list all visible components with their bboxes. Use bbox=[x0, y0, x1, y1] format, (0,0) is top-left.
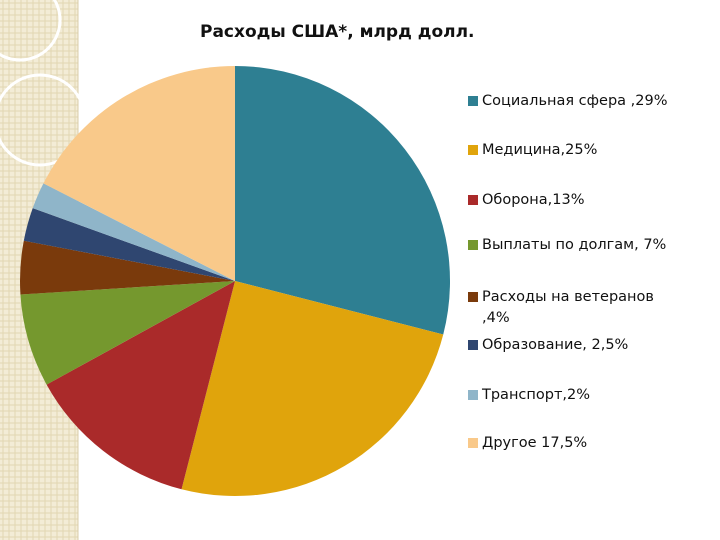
legend-label: Выплаты по долгам, 7% bbox=[482, 237, 667, 253]
legend-swatch bbox=[468, 438, 478, 448]
legend-label: Другое 17,5% bbox=[482, 435, 588, 451]
pie-slice bbox=[46, 281, 236, 490]
chart-title: Расходы США*, млрд долл. bbox=[200, 22, 475, 42]
legend-item: Медицина,25% bbox=[468, 140, 683, 161]
legend-swatch bbox=[468, 340, 478, 350]
legend-item: Образование, 2,5% bbox=[468, 335, 683, 356]
pie-slice bbox=[181, 281, 444, 496]
legend-item: Выплаты по долгам, 7% bbox=[468, 235, 683, 256]
legend-swatch bbox=[468, 195, 478, 205]
legend-label: Транспорт,2% bbox=[482, 387, 591, 403]
legend-swatch bbox=[468, 96, 478, 106]
legend-item: Другое 17,5% bbox=[468, 433, 683, 454]
legend-label: Социальная сфера ,29% bbox=[482, 93, 668, 109]
pie-slice bbox=[23, 208, 235, 281]
legend-label: Медицина,25% bbox=[482, 142, 598, 158]
decor-circle bbox=[0, 73, 87, 167]
legend-swatch bbox=[468, 240, 478, 250]
legend-swatch bbox=[468, 292, 478, 302]
decor-circle bbox=[0, 0, 62, 62]
pie-slice bbox=[235, 66, 450, 335]
legend-swatch bbox=[468, 390, 478, 400]
pie-slice bbox=[32, 183, 236, 281]
legend-item: Оборона,13% bbox=[468, 190, 683, 211]
legend-item: Расходы на ветеранов ,4% bbox=[468, 287, 683, 329]
legend-label: Образование, 2,5% bbox=[482, 337, 629, 353]
pie-slice bbox=[20, 240, 236, 295]
legend-label: Оборона,13% bbox=[482, 192, 585, 208]
legend-label: Расходы на ветеранов ,4% bbox=[482, 289, 654, 326]
legend-item: Транспорт,2% bbox=[468, 385, 683, 406]
pie bbox=[20, 66, 450, 496]
pie-slice bbox=[20, 281, 235, 385]
legend-swatch bbox=[468, 145, 478, 155]
pie-slice bbox=[43, 66, 236, 281]
legend-item: Социальная сфера ,29% bbox=[468, 91, 683, 112]
